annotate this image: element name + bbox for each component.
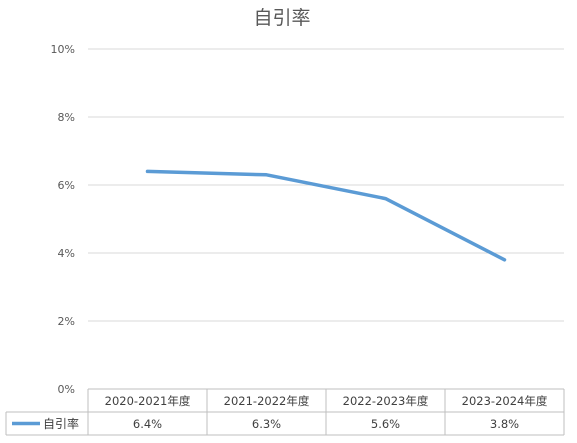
x-tick-label: 2022-2023年度	[343, 394, 429, 408]
x-tick-label: 2020-2021年度	[105, 394, 191, 408]
legend-label: 自引率	[43, 416, 79, 431]
y-tick-label: 0%	[58, 383, 75, 396]
y-tick-label: 2%	[58, 315, 75, 328]
series-line	[145, 169, 507, 262]
series-lines	[145, 169, 507, 262]
y-axis-tick-labels: 0% 2% 4% 6% 8% 10%	[51, 43, 75, 396]
y-tick-label: 4%	[58, 247, 75, 260]
y-tick-label: 8%	[58, 111, 75, 124]
chart-title: 自引率	[253, 7, 310, 29]
data-label: 5.6%	[371, 417, 400, 431]
y-tick-label: 6%	[58, 179, 75, 192]
data-table: 2020-2021年度 2021-2022年度 2022-2023年度 2023-20…	[5, 388, 565, 436]
x-tick-label: 2023-2024年度	[462, 394, 548, 408]
y-tick-label: 10%	[51, 43, 75, 56]
data-label: 6.3%	[252, 417, 281, 431]
data-label: 6.4%	[133, 417, 162, 431]
x-tick-label: 2021-2022年度	[224, 394, 310, 408]
data-label: 3.8%	[490, 417, 519, 431]
